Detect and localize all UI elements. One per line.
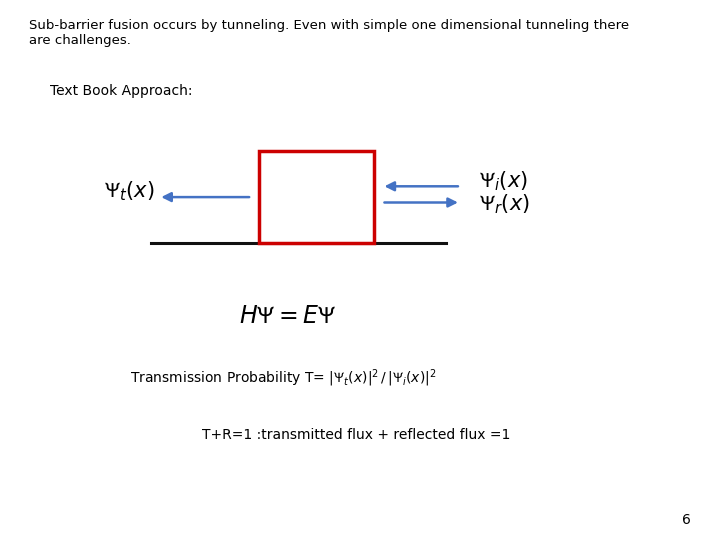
Text: Text Book Approach:: Text Book Approach:	[50, 84, 193, 98]
Text: $\mathcal{\Psi}_i(x)$: $\mathcal{\Psi}_i(x)$	[479, 169, 528, 193]
Text: T+R=1 :transmitted flux + reflected flux =1: T+R=1 :transmitted flux + reflected flux…	[202, 428, 510, 442]
Bar	[259, 151, 374, 243]
Text: Sub-barrier fusion occurs by tunneling. Even with simple one dimensional tunneli: Sub-barrier fusion occurs by tunneling. …	[29, 19, 629, 47]
Text: $\mathcal{\Psi}_r(x)$: $\mathcal{\Psi}_r(x)$	[479, 192, 530, 216]
Text: $H\mathcal{\Psi} = E\mathcal{\Psi}$: $H\mathcal{\Psi} = E\mathcal{\Psi}$	[239, 304, 337, 328]
Text: $\mathcal{\Psi}_t(x)$: $\mathcal{\Psi}_t(x)$	[104, 180, 155, 204]
Text: 6: 6	[683, 512, 691, 526]
Text: Transmission Probability T= $|\mathcal{\Psi}_t(x)|^2\,/\,|\mathcal{\Psi}_i(x)|^2: Transmission Probability T= $|\mathcal{\…	[130, 367, 436, 389]
